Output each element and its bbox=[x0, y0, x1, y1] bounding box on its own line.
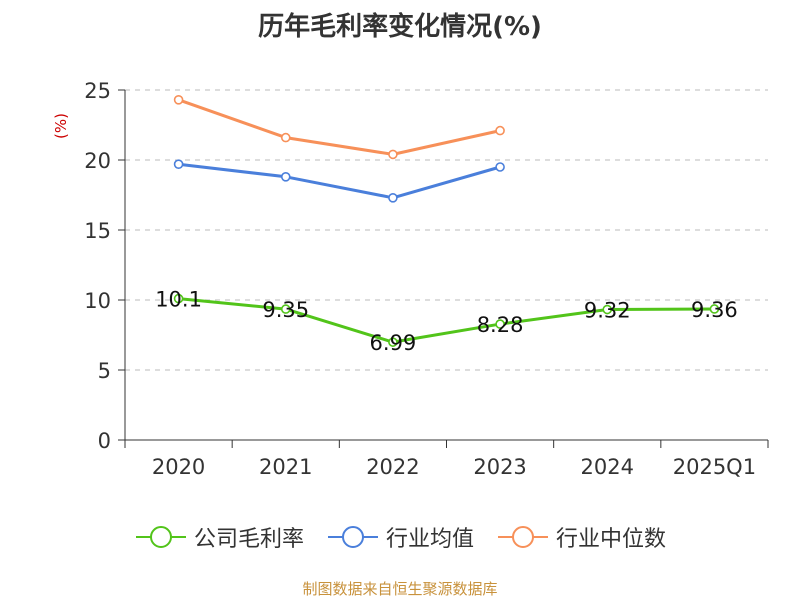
source-footer: 制图数据来自恒生聚源数据库 bbox=[302, 580, 498, 598]
legend-label: 行业中位数 bbox=[556, 527, 667, 552]
series-line-2 bbox=[178, 98, 501, 156]
legend-marker-circle bbox=[512, 526, 534, 548]
legend-label: 行业均值 bbox=[385, 527, 474, 552]
data-point-s2-2020 bbox=[173, 95, 184, 105]
legend-marker bbox=[327, 526, 378, 548]
data-point-s1-2020 bbox=[173, 159, 184, 169]
legend-marker bbox=[498, 526, 548, 548]
x-tick-label-2021: 2021 bbox=[259, 455, 312, 479]
legend-marker-circle bbox=[341, 526, 364, 548]
data-point-s2-2022 bbox=[388, 149, 398, 160]
series-layer bbox=[173, 95, 720, 347]
grid-layer bbox=[125, 89, 768, 371]
legend-item-2[interactable]: 行业中位数 bbox=[496, 521, 666, 553]
data-point-s1-2022 bbox=[388, 193, 398, 203]
data-point-s0-2022 bbox=[388, 337, 398, 347]
y-axis-title: (%) bbox=[52, 113, 70, 139]
data-point-s2-2023 bbox=[495, 125, 505, 136]
data-label-2022: 6.99 bbox=[370, 331, 417, 355]
series-line-1 bbox=[178, 162, 501, 200]
legend: 公司毛利率 行业均值 行业中位数 bbox=[0, 520, 800, 554]
y-tick-label-0: 0 bbox=[98, 429, 111, 453]
x-tick-label-2025Q1: 2025Q1 bbox=[673, 455, 756, 479]
data-point-s0-2025Q1 bbox=[709, 304, 720, 314]
legend-item-0[interactable]: 公司毛利率 bbox=[134, 521, 304, 553]
x-tick-label-2022: 2022 bbox=[366, 455, 419, 479]
data-label-2020: 10.1 bbox=[155, 288, 202, 312]
data-label-2024: 9.32 bbox=[584, 299, 631, 323]
legend-marker-circle bbox=[149, 526, 172, 548]
legend-label: 公司毛利率 bbox=[193, 527, 304, 552]
y-tick-label-25: 25 bbox=[84, 79, 111, 103]
legend-item-1[interactable]: 行业均值 bbox=[326, 521, 474, 553]
x-tick-label-2023: 2023 bbox=[473, 455, 526, 479]
data-label-2021: 9.35 bbox=[262, 298, 309, 322]
y-tick-label-5: 5 bbox=[98, 359, 111, 383]
data-point-s1-2023 bbox=[495, 162, 505, 172]
x-tick-label-2024: 2024 bbox=[581, 455, 634, 479]
data-point-s0-2020 bbox=[173, 293, 184, 304]
chart-title: 历年毛利率变化情况(%) bbox=[258, 12, 542, 42]
legend-marker bbox=[135, 526, 186, 548]
y-tick-label-10: 10 bbox=[84, 289, 111, 313]
line-chart: 0 5 10 15 20 25 2020 2021 2022 2023 2024 2025Q1 10.… bbox=[52, 79, 769, 479]
x-tick-label-2020: 2020 bbox=[152, 455, 205, 479]
data-label-2023: 8.28 bbox=[477, 313, 524, 337]
axis-layer: 0 5 10 15 20 25 2020 2021 2022 2023 2024 2025Q1 bbox=[84, 79, 769, 479]
data-point-s0-2023 bbox=[495, 319, 505, 329]
data-label-layer: 10.1 9.35 6.99 8.28 9.32 9.36 bbox=[155, 288, 738, 356]
data-label-2025Q1: 9.36 bbox=[691, 298, 738, 322]
y-tick-label-15: 15 bbox=[84, 219, 111, 243]
data-point-s0-2021 bbox=[280, 304, 291, 314]
data-point-s2-2021 bbox=[280, 132, 291, 143]
y-tick-label-20: 20 bbox=[84, 149, 111, 173]
data-point-s0-2024 bbox=[602, 304, 613, 315]
series-line-0 bbox=[178, 297, 715, 344]
data-point-s1-2021 bbox=[280, 172, 291, 182]
